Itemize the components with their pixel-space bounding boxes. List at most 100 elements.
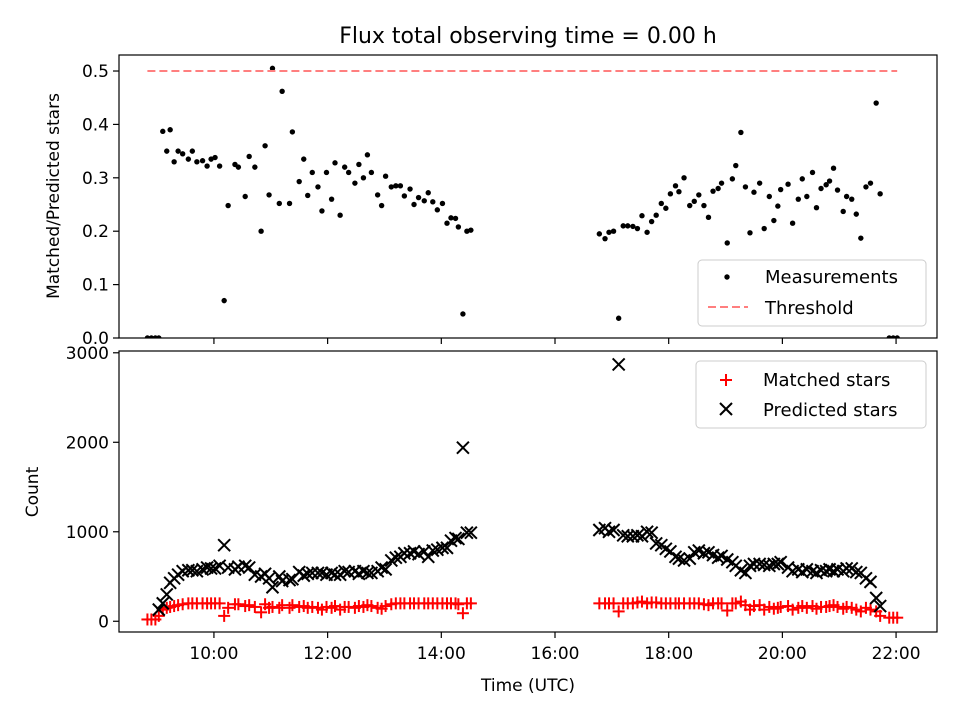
top-y-tick-label: 0.1	[82, 276, 109, 296]
predicted-stars-point	[773, 555, 788, 569]
top-y-tick-label: 0.5	[82, 62, 109, 82]
measurements-point	[175, 148, 181, 154]
measurements-point	[374, 192, 381, 198]
legend-measurements-marker	[724, 274, 730, 280]
measurements-point	[867, 180, 874, 186]
measurements-point	[393, 183, 399, 189]
measurements-point	[799, 176, 805, 182]
legend-matched-label: Matched stars	[763, 370, 890, 391]
top-axes-frame	[118, 54, 938, 339]
measurements-point	[212, 154, 218, 161]
measurements-point	[795, 196, 801, 202]
measurements-point	[596, 231, 603, 237]
predicted-stars-point	[602, 525, 616, 539]
measurements-point	[733, 162, 739, 169]
bottom-legend-box	[695, 360, 927, 429]
measurements-point	[785, 181, 791, 187]
top-y-tick-label: 0.2	[82, 222, 109, 242]
measurements-point	[742, 184, 749, 190]
measurements-point	[179, 151, 186, 157]
matched-stars-point	[286, 599, 299, 612]
measurements-point	[886, 335, 892, 338]
measurements-point	[834, 187, 841, 193]
bottom-x-tick-label: 20:00	[758, 644, 807, 664]
measurements-point	[199, 158, 206, 164]
predicted-stars-point	[156, 596, 170, 611]
bottom-y-tick-label: 2000	[66, 433, 109, 453]
matched-stars-point	[232, 598, 245, 611]
measurements-point	[279, 88, 285, 95]
measurements-point	[242, 193, 248, 200]
top-y-axis-label: Matched/Predicted stars	[44, 93, 64, 299]
measurements-point	[156, 335, 162, 338]
measurements-point	[434, 207, 441, 213]
measurements-point	[620, 223, 626, 229]
measurements-point	[235, 164, 242, 170]
measurements-point	[756, 180, 763, 186]
bottom-marks	[141, 357, 904, 626]
measurements-point	[448, 215, 454, 221]
measurements-point	[809, 169, 816, 176]
measurements-point	[672, 183, 679, 189]
measurements-point	[439, 200, 446, 207]
predicted-stars-point	[328, 568, 342, 582]
bottom-axes-frame	[118, 350, 938, 633]
measurements-point	[610, 228, 617, 234]
matched-stars-point	[464, 597, 477, 610]
measurements-point	[658, 200, 665, 207]
matched-stars-point	[729, 597, 742, 610]
measurements-point	[189, 148, 196, 154]
ratio-panel: Matched/Predicted stars 0.00.10.20.30.40…	[44, 54, 938, 349]
measurements-point	[160, 128, 166, 135]
measurements-point	[602, 235, 608, 242]
measurements-point	[401, 193, 408, 199]
matched-stars-point	[248, 600, 261, 613]
measurements-point	[615, 315, 622, 321]
predicted-stars-point	[152, 602, 166, 617]
predicted-stars-point	[863, 575, 878, 589]
measurements-point	[194, 159, 200, 165]
x-axis-label: Time (UTC)	[480, 676, 575, 696]
measurements-point	[681, 175, 687, 181]
predicted-stars-point	[282, 573, 297, 587]
measurements-point	[894, 335, 900, 338]
predicted-stars-point	[356, 564, 371, 578]
measurements-point	[301, 156, 307, 162]
predicted-stars-point	[448, 531, 463, 545]
measurements-point	[606, 229, 612, 235]
measurements-point	[873, 100, 879, 106]
predicted-stars-point	[644, 525, 659, 540]
measurements-point	[185, 156, 192, 162]
top-axis-ticks: 0.0 0.1 0.2 0.3 0.4 0.5	[82, 62, 897, 349]
measurements-point	[648, 218, 655, 225]
measurements-point	[364, 152, 371, 158]
measurements-point	[738, 129, 744, 136]
measurements-point	[323, 169, 330, 176]
bottom-x-tick-label: 14:00	[417, 644, 466, 664]
measurements-point	[269, 65, 276, 72]
matched-stars-point	[612, 605, 625, 618]
measurements-point	[625, 223, 631, 229]
measurements-point	[849, 196, 855, 202]
measurements-point	[337, 212, 343, 218]
measurements-point	[258, 228, 264, 234]
measurements-point	[696, 192, 702, 198]
measurements-point	[341, 164, 348, 170]
matched-stars-point	[379, 600, 392, 613]
predicted-stars-point	[305, 566, 319, 580]
measurements-point	[761, 225, 767, 232]
measurements-point	[221, 297, 227, 304]
measurements-point	[460, 311, 466, 317]
measurements-point	[747, 230, 753, 236]
measurements-point	[289, 129, 296, 135]
predicted-stars-point	[265, 580, 280, 594]
matched-stars-point	[786, 603, 799, 616]
measurements-point	[378, 202, 385, 209]
top-plot-area	[144, 65, 900, 338]
measurements-point	[830, 165, 837, 171]
measurements-point	[667, 191, 674, 197]
matched-stars-point	[213, 597, 226, 610]
measurements-point	[840, 208, 846, 215]
predicted-stars-point	[873, 599, 887, 613]
